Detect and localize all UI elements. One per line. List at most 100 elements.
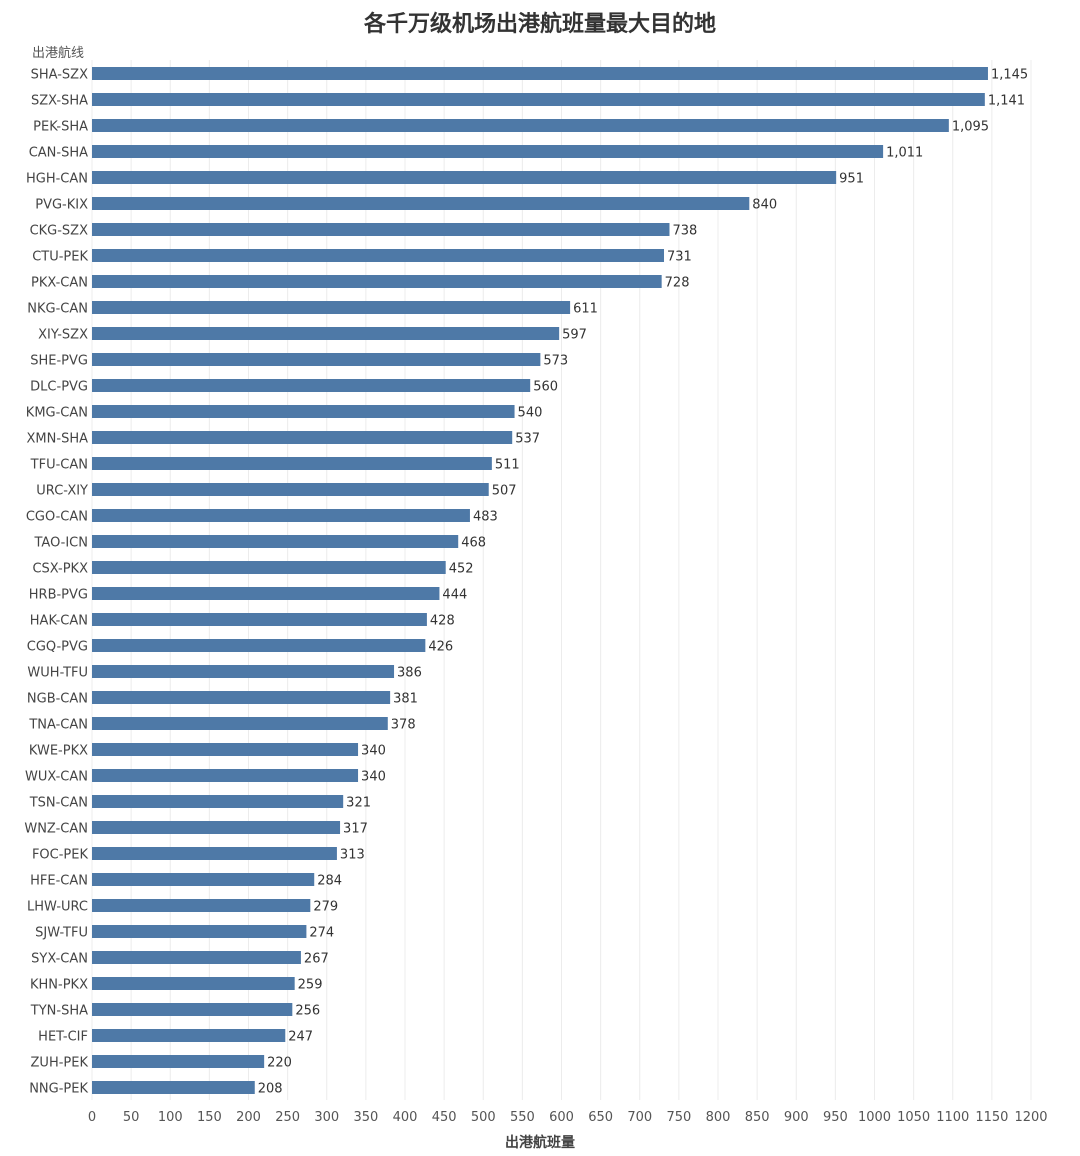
value-label: 340 xyxy=(361,770,386,785)
category-label: HET-CIF xyxy=(38,1030,88,1045)
category-label: CAN-SHA xyxy=(29,146,88,161)
category-label: CTU-PEK xyxy=(32,250,88,265)
bar xyxy=(92,769,359,782)
bar xyxy=(92,1029,286,1042)
category-label: XMN-SHA xyxy=(27,432,89,447)
grid-lines xyxy=(91,60,1032,1100)
bar xyxy=(92,613,427,626)
category-label: PVG-KIX xyxy=(35,198,88,213)
value-label: 426 xyxy=(428,640,453,655)
x-axis-title: 出港航班量 xyxy=(505,1135,575,1151)
x-tick-label: 250 xyxy=(275,1110,300,1125)
value-labels: 1,145 1,141 1,095 1,011 951 840 738 731 728 611 59… xyxy=(258,68,1028,1097)
value-label: 267 xyxy=(304,952,329,967)
value-label: 573 xyxy=(543,354,568,369)
category-label: DLC-PVG xyxy=(30,380,88,395)
bar xyxy=(92,665,395,678)
category-label: SYX-CAN xyxy=(31,952,88,967)
bar xyxy=(92,587,440,600)
value-label: 611 xyxy=(573,302,598,317)
bar xyxy=(92,873,315,886)
category-label: WUX-CAN xyxy=(25,770,88,785)
value-label: 378 xyxy=(391,718,416,733)
category-label: CKG-SZX xyxy=(30,224,89,239)
x-tick-label: 950 xyxy=(823,1110,848,1125)
category-label: NKG-CAN xyxy=(27,302,88,317)
value-label: 317 xyxy=(343,822,368,837)
x-tick-label: 450 xyxy=(432,1110,457,1125)
bar xyxy=(92,847,337,860)
bars xyxy=(92,67,988,1094)
bar xyxy=(92,1055,265,1068)
value-label: 728 xyxy=(665,276,690,291)
value-label: 951 xyxy=(839,172,864,187)
bar xyxy=(92,327,560,340)
value-label: 452 xyxy=(449,562,474,577)
category-label: CGO-CAN xyxy=(26,510,88,525)
x-tick-label: 150 xyxy=(197,1110,222,1125)
category-label: TFU-CAN xyxy=(30,458,88,473)
bar xyxy=(92,197,750,210)
x-tick-label: 900 xyxy=(784,1110,809,1125)
category-label: CSX-PKX xyxy=(32,562,88,577)
value-label: 560 xyxy=(533,380,558,395)
category-label: WUH-TFU xyxy=(27,666,88,681)
value-label: 256 xyxy=(295,1004,320,1019)
bar xyxy=(92,691,391,704)
bar xyxy=(92,977,295,990)
value-label: 483 xyxy=(473,510,498,525)
category-label: WNZ-CAN xyxy=(24,822,88,837)
category-label: HFE-CAN xyxy=(30,874,88,889)
bar xyxy=(92,431,513,444)
category-label: HGH-CAN xyxy=(26,172,88,187)
value-label: 1,011 xyxy=(886,146,923,161)
value-label: 279 xyxy=(313,900,338,915)
bar xyxy=(92,171,837,184)
value-label: 247 xyxy=(288,1030,313,1045)
chart-title: 各千万级机场出港航班量最大目的地 xyxy=(363,11,716,37)
x-tick-label: 650 xyxy=(588,1110,613,1125)
category-label: TSN-CAN xyxy=(29,796,88,811)
value-label: 208 xyxy=(258,1082,283,1097)
category-labels: SHA-SZX SZX-SHA PEK-SHA CAN-SHA HGH-CAN PVG-K… xyxy=(24,68,88,1097)
x-tick-label: 600 xyxy=(549,1110,574,1125)
category-label: KHN-PKX xyxy=(30,978,88,993)
bar xyxy=(92,1003,293,1016)
bar xyxy=(92,639,426,652)
category-label: TNA-CAN xyxy=(28,718,88,733)
value-label: 731 xyxy=(667,250,692,265)
category-label: SJW-TFU xyxy=(35,926,88,941)
bar xyxy=(92,1081,255,1094)
category-label: NNG-PEK xyxy=(29,1082,88,1097)
x-tick-label: 300 xyxy=(314,1110,339,1125)
value-label: 507 xyxy=(492,484,517,499)
value-label: 428 xyxy=(430,614,455,629)
bar xyxy=(92,951,301,964)
value-label: 738 xyxy=(672,224,697,239)
x-tick-label: 750 xyxy=(666,1110,691,1125)
x-tick-label: 50 xyxy=(123,1110,140,1125)
x-tick-label: 1050 xyxy=(897,1110,930,1125)
value-label: 259 xyxy=(298,978,323,993)
value-label: 1,095 xyxy=(952,120,989,135)
bar xyxy=(92,717,388,730)
value-label: 1,145 xyxy=(991,68,1028,83)
category-label: KMG-CAN xyxy=(26,406,88,421)
category-label: ZUH-PEK xyxy=(31,1056,89,1071)
y-axis-title: 出港航线 xyxy=(32,46,85,61)
x-tick-label: 100 xyxy=(158,1110,183,1125)
category-label: FOC-PEK xyxy=(32,848,89,863)
category-label: NGB-CAN xyxy=(27,692,88,707)
value-label: 321 xyxy=(346,796,371,811)
category-label: TAO-ICN xyxy=(33,536,88,551)
category-label: LHW-URC xyxy=(27,900,88,915)
value-label: 381 xyxy=(393,692,418,707)
x-tick-label: 350 xyxy=(353,1110,378,1125)
x-tick-label: 800 xyxy=(706,1110,731,1125)
category-label: URC-XIY xyxy=(36,484,88,499)
category-label: HAK-CAN xyxy=(30,614,88,629)
bar xyxy=(92,535,459,548)
category-label: SHE-PVG xyxy=(30,354,88,369)
value-label: 386 xyxy=(397,666,422,681)
value-label: 340 xyxy=(361,744,386,759)
